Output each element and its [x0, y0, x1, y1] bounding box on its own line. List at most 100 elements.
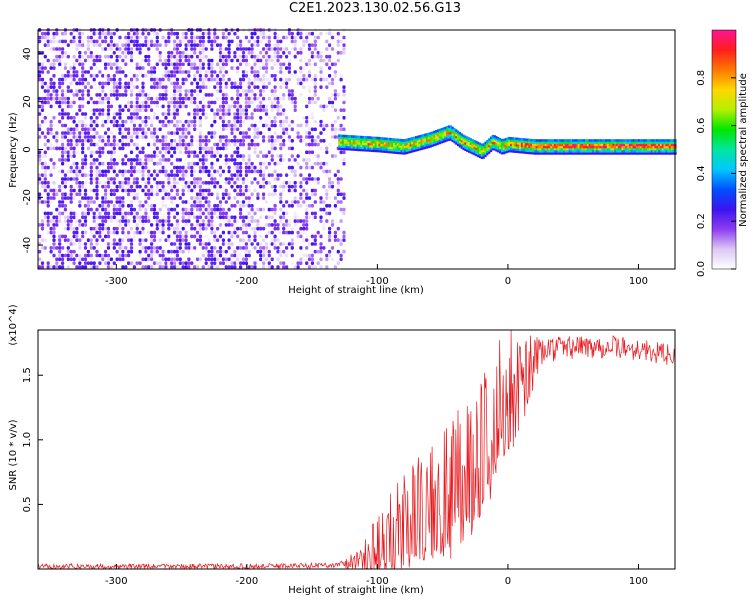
spectrogram-cell: [236, 93, 240, 97]
spectrogram-cell: [193, 215, 197, 220]
spectrogram-cell: [409, 144, 412, 147]
spectrogram-cell: [198, 184, 202, 189]
spectrogram-cell: [187, 119, 191, 124]
spectrogram-cell: [63, 192, 67, 197]
spectrogram-cell: [328, 74, 332, 78]
spectrogram-cell: [195, 265, 200, 269]
spectrogram-cell: [184, 169, 188, 174]
spectrogram-cell: [270, 104, 274, 109]
spectrogram-cell: [193, 62, 197, 67]
spectrogram-cell: [129, 246, 134, 250]
spectrogram-cell: [464, 135, 467, 139]
spectrogram-cell: [118, 184, 122, 189]
spectrogram-cell: [72, 146, 76, 151]
spectrogram-cell: [328, 238, 332, 242]
spectrogram-cell: [132, 131, 136, 135]
spectrogram-cell: [276, 257, 280, 262]
spectrogram-cell: [233, 161, 237, 166]
spectrogram-cell: [264, 181, 269, 185]
spectrogram-cell: [259, 246, 263, 250]
spectrogram-cell: [118, 204, 122, 208]
spectrogram-cell: [333, 173, 337, 177]
spectrogram-cell: [273, 207, 277, 212]
spectrogram-cell: [224, 154, 228, 158]
spectrogram-cell: [198, 165, 202, 170]
spectrogram-cell: [40, 77, 45, 82]
spectrogram-cell: [557, 143, 560, 147]
spectrogram-cell: [270, 223, 274, 227]
spectrogram-cell: [656, 150, 659, 153]
spectrogram-cell: [55, 58, 59, 63]
spectrogram-cell: [141, 93, 145, 97]
spectrogram-cell: [147, 127, 151, 132]
spectrogram-cell: [336, 200, 340, 204]
spectrogram-cell: [247, 62, 251, 67]
spectrogram-cell: [89, 230, 93, 235]
spectrogram-cell: [614, 147, 617, 151]
spectrogram-cell: [144, 158, 148, 162]
spectrogram-cell: [95, 242, 99, 246]
spectrogram-cell: [339, 207, 343, 212]
spectrogram-cell: [601, 145, 604, 149]
spectrogram-cell: [147, 188, 151, 193]
spectrogram-cell: [129, 242, 134, 246]
spectrogram-cell: [504, 138, 507, 141]
spectrogram-cell: [210, 253, 214, 258]
spectrogram-cell: [616, 141, 619, 144]
spectrogram-cell: [330, 100, 335, 105]
spectrogram-cell: [170, 70, 174, 74]
spectrogram-cell: [313, 154, 317, 158]
spectrogram-cell: [564, 139, 567, 142]
spectrogram-cell: [643, 147, 646, 151]
spectrogram-cell: [141, 135, 145, 139]
spectrogram-cell: [659, 139, 663, 142]
colorbar-tick-label: 0.0: [696, 261, 707, 277]
spectrogram-cell: [72, 77, 76, 82]
spectrogram-cell: [69, 66, 73, 70]
spectrogram-cell: [49, 265, 53, 269]
spectrogram-cell: [665, 152, 668, 155]
spectrogram-cell: [213, 257, 217, 262]
spectrogram-cell: [218, 249, 223, 254]
spectrogram-cell: [55, 192, 59, 197]
spectrogram-cell: [112, 146, 116, 151]
spectrogram-cell: [462, 143, 465, 146]
spectrogram-cell: [431, 142, 434, 145]
spectrogram-cell: [193, 161, 197, 166]
spectrogram-cell: [352, 143, 355, 147]
spectrogram-cell: [190, 226, 194, 231]
spectrogram-cell: [349, 139, 352, 142]
spectrogram-cell: [61, 204, 65, 208]
spectrogram-cell: [95, 226, 99, 231]
spectrogram-cell: [313, 93, 317, 97]
spectrogram-cell: [155, 77, 159, 82]
spectrogram-cell: [135, 196, 139, 200]
spectrogram-cell: [86, 135, 90, 139]
spectrogram-cell: [568, 145, 571, 149]
spectrogram-cell: [469, 148, 472, 152]
spectrogram-cell: [127, 211, 131, 216]
spectrogram-cell: [141, 85, 145, 89]
spectrogram-cell: [637, 139, 641, 142]
spectrogram-cell: [438, 128, 441, 132]
spectrogram-cell: [420, 143, 423, 146]
spectrogram-cell: [101, 173, 105, 177]
spectrogram-cell: [95, 100, 99, 105]
spectrogram-cell: [138, 150, 142, 155]
spectrogram-y-tick-label: 40: [22, 48, 33, 61]
spectrogram-cell: [49, 77, 53, 82]
spectrogram-cell: [63, 207, 67, 212]
spectrogram-cell: [135, 161, 139, 166]
spectrogram-cell: [502, 147, 505, 150]
spectrogram-cell: [244, 104, 248, 109]
spectrogram-cell: [293, 196, 297, 200]
spectrogram-cell: [207, 131, 211, 135]
spectrogram-cell: [83, 85, 88, 89]
spectrogram-cell: [259, 249, 263, 254]
spectrogram-cell: [164, 89, 168, 93]
spectrogram-cell: [574, 143, 577, 147]
spectrogram-cell: [52, 192, 56, 197]
spectrogram-cell: [167, 142, 171, 147]
spectrogram-cell: [141, 257, 145, 262]
spectrogram-cell: [449, 138, 452, 141]
